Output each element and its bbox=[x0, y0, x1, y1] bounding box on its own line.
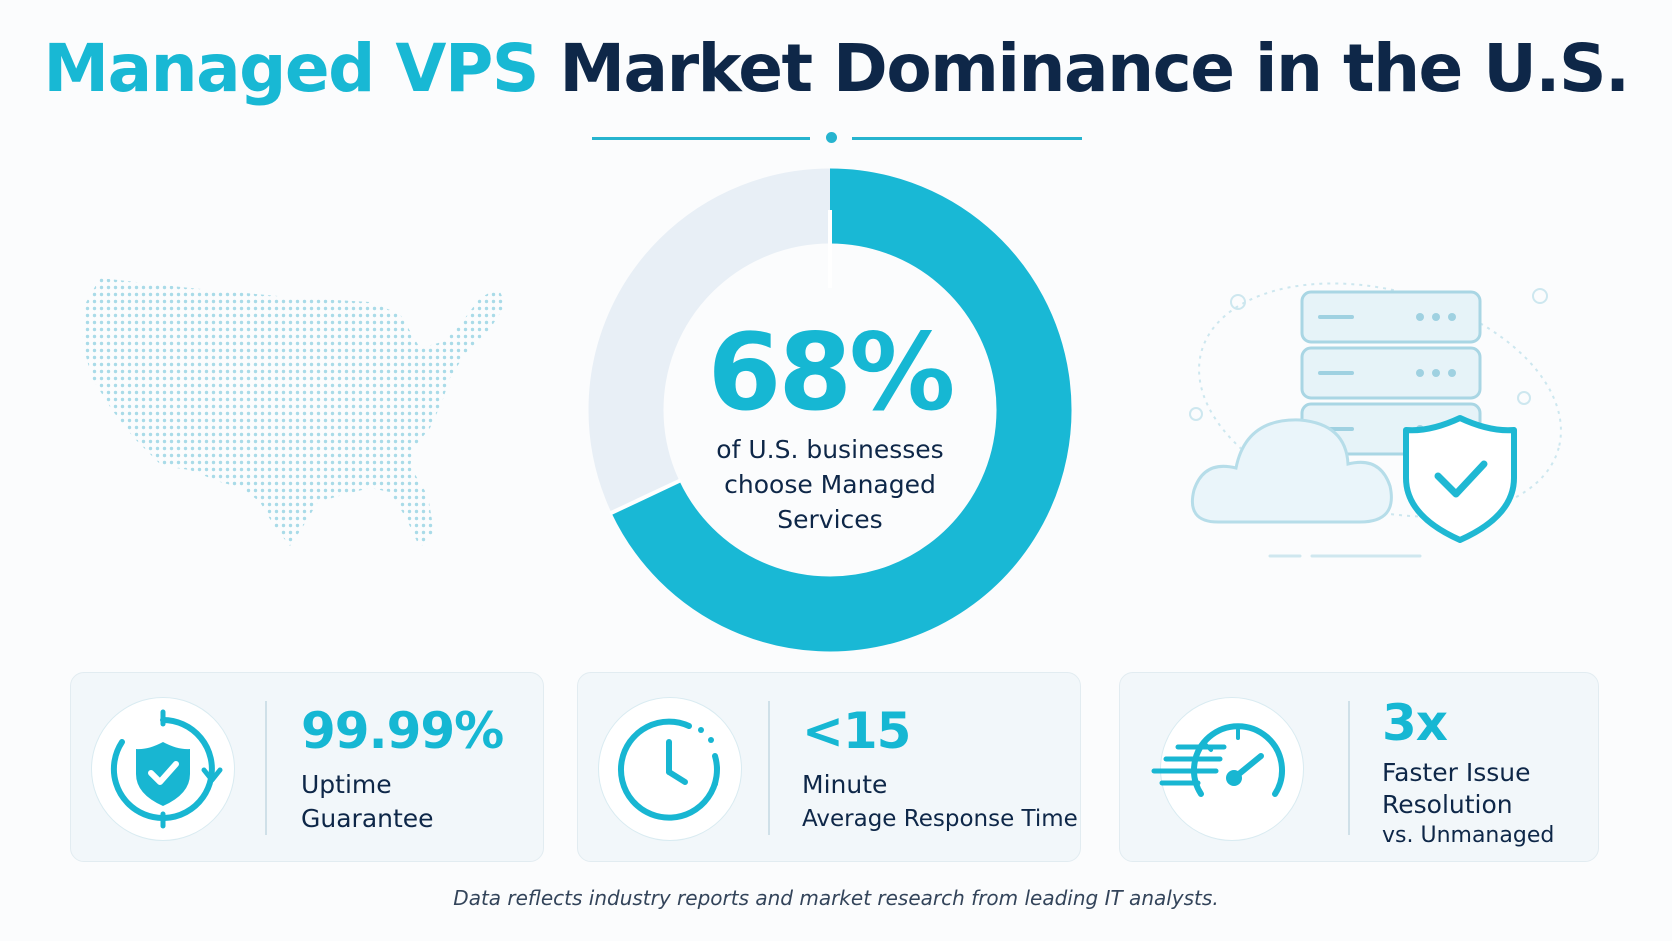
donut-caption-line: choose Managed bbox=[724, 470, 936, 499]
donut-caption-line: of U.S. businesses bbox=[716, 435, 944, 464]
stat-label-line: Average Response Time bbox=[802, 806, 1078, 832]
usa-map-icon bbox=[82, 278, 506, 548]
title-highlight: Managed VPS bbox=[43, 30, 539, 107]
stat-value: 3x bbox=[1382, 694, 1448, 752]
stat-label-line: Guarantee bbox=[301, 804, 434, 833]
stat-card-resolution: 3x Faster Issue Resolution vs. Unmanaged bbox=[1119, 672, 1599, 862]
stat-sub-label: vs. Unmanaged bbox=[1382, 823, 1555, 848]
donut-fill-arc bbox=[611, 168, 1072, 652]
stat-label-line: Resolution bbox=[1382, 790, 1513, 819]
server-cloud-shield-icon bbox=[1189, 282, 1562, 558]
stat-label-line: Faster Issue bbox=[1382, 758, 1531, 787]
donut-chart bbox=[588, 168, 1072, 652]
clock-icon bbox=[617, 718, 720, 821]
donut-caption: of U.S. businesses choose Managed Servic… bbox=[640, 432, 1020, 537]
footnote: Data reflects industry reports and marke… bbox=[453, 886, 1219, 910]
stat-divider bbox=[265, 701, 267, 835]
page-title: Managed VPS Market Dominance in the U.S. bbox=[0, 30, 1672, 107]
stat-icon-wrap bbox=[598, 697, 742, 841]
stat-card-response-time: <15 Minute Average Response Time bbox=[577, 672, 1081, 862]
stat-label-line: Minute bbox=[802, 770, 888, 799]
stat-value: <15 bbox=[802, 702, 911, 760]
speed-lines-icon bbox=[1151, 744, 1227, 786]
donut-center: 68% of U.S. businesses choose Managed Se… bbox=[640, 318, 1020, 537]
stat-card-uptime: 99.99% Uptime Guarantee bbox=[70, 672, 544, 862]
title-underline-right bbox=[852, 137, 1082, 140]
title-main: Market Dominance in the U.S. bbox=[559, 30, 1630, 107]
stat-value: 99.99% bbox=[301, 702, 504, 760]
donut-caption-line: Services bbox=[777, 505, 883, 534]
donut-percent-label: 68% bbox=[707, 311, 956, 434]
shield-check-cycle-icon bbox=[110, 709, 223, 829]
stat-divider bbox=[768, 701, 770, 835]
stat-icon-wrap bbox=[91, 697, 235, 841]
title-underline-left bbox=[592, 137, 810, 140]
stat-label-line: Uptime bbox=[301, 770, 392, 799]
stat-divider bbox=[1348, 701, 1350, 835]
donut-separator-end bbox=[609, 478, 682, 516]
title-underline-dot bbox=[826, 132, 837, 143]
